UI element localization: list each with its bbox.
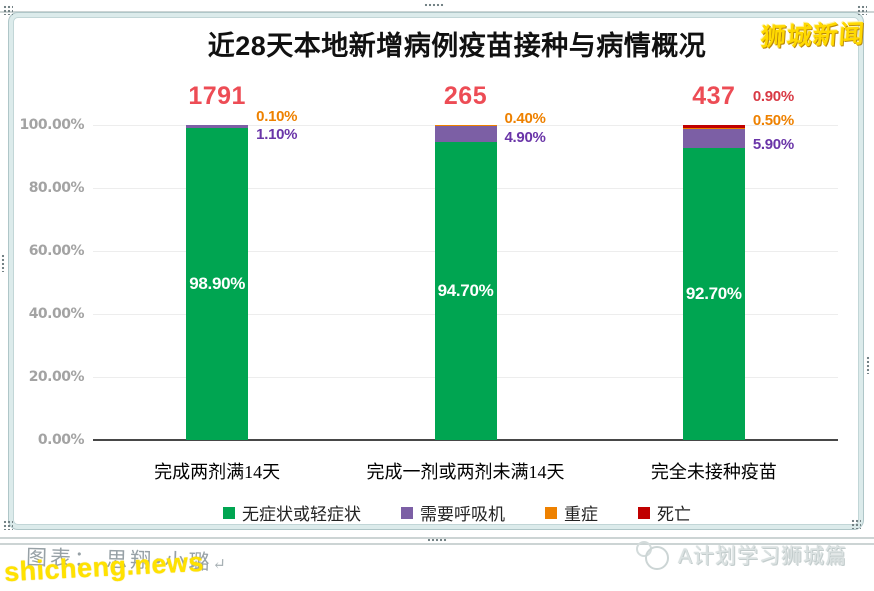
legend-label: 死亡 [657,505,691,524]
bar-inner-percent-label: 92.70% [685,283,742,303]
y-axis-tick-label: 100.00% [19,117,84,133]
chart-title: 近28天本地新增病例疫苗接种与病情概况 [207,31,707,61]
y-axis-tick-label: 60.00% [28,243,85,259]
bar-1 [434,125,497,440]
legend-item: 无症状或轻症状 [223,500,361,525]
y-axis-tick-label: 40.00% [28,306,85,322]
legend-swatch-icon [401,506,413,519]
legend-swatch-icon [223,506,235,519]
bar-0 [186,124,249,440]
x-axis-line [93,439,838,441]
legend-swatch-icon [638,506,650,519]
chart-object-frame [8,12,864,530]
chart-legend: 无症状或轻症状 需要呼吸机 重症 死亡 [20,500,874,525]
bottom-drag-handle-icon[interactable] [427,538,447,542]
left-drag-handle-icon[interactable] [1,254,5,272]
legend-item: 需要呼吸机 [401,500,505,525]
top-drag-handle-icon[interactable] [424,3,444,7]
bar-side-percent-label: 1.10% [256,126,298,143]
y-axis-tick-label: 0.00% [37,432,85,448]
bar-inner-percent-label: 98.90% [189,274,246,294]
resize-handle-top-left-icon[interactable] [3,5,13,15]
bar-segment-2 [682,129,745,148]
legend-label: 需要呼吸机 [420,505,505,524]
legend-label: 重症 [564,505,598,524]
legend-item: 死亡 [638,500,691,525]
bar-inner-percent-label: 94.70% [437,280,494,300]
bar-2 [682,125,745,440]
bar-side-percent-label: 4.90% [504,129,546,146]
bar-side-percent-label: 0.90% [752,88,794,105]
x-axis-category-label: 完成两剂满14天 [154,462,281,482]
table-border-bottom-2 [0,543,874,545]
resize-handle-top-right-icon[interactable] [857,5,867,15]
x-axis-category-label: 完成一剂或两剂未满14天 [366,462,565,482]
legend-item: 重症 [545,500,598,525]
bar-side-percent-label: 0.50% [752,112,794,129]
bar-segment-1 [434,141,497,440]
bar-side-percent-label: 0.40% [504,110,546,127]
bar-segment-1 [434,125,497,127]
resize-handle-bottom-right-icon[interactable] [851,519,861,529]
bar-side-percent-label: 5.90% [752,136,794,153]
bar-segment-2 [682,125,745,128]
watermark-channel: A计划学习狮城篇 [636,540,847,570]
y-axis-tick-label: 80.00% [28,180,85,196]
x-axis-category-label: 完全未接种疫苗 [650,462,777,482]
y-axis-tick-label: 20.00% [28,369,85,385]
legend-label: 无症状或轻症状 [242,505,361,524]
bar-total-label: 265 [443,82,488,110]
bar-segment-0 [186,125,249,129]
bar-side-percent-label: 0.10% [256,108,298,125]
bar-segment-1 [434,126,497,142]
bar-segment-2 [682,127,745,130]
bar-segment-0 [186,128,249,440]
right-drag-handle-icon[interactable] [866,356,870,374]
bar-total-label: 437 [692,82,736,110]
bar-total-label: 1791 [188,82,246,110]
bar-segment-2 [682,148,745,440]
channel-name: A计划学习狮城篇 [678,545,848,568]
legend-swatch-icon [545,506,557,519]
resize-handle-bottom-left-icon[interactable] [3,520,13,530]
paragraph-mark: ↵ [212,556,227,574]
channel-logo-icon [636,541,670,570]
